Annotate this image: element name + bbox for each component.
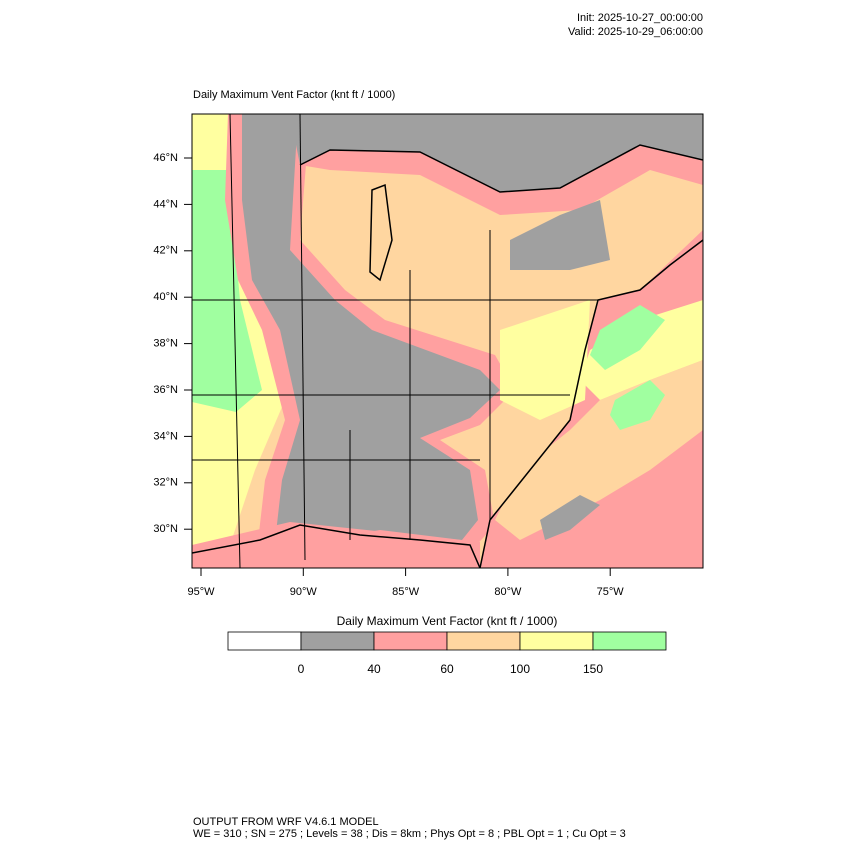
footer-line: WE = 310 ; SN = 275 ; Levels = 38 ; Dis … <box>193 828 626 840</box>
field-ny-gray <box>510 200 610 270</box>
field-ocean-green <box>610 380 665 430</box>
field-gray-band <box>242 114 500 568</box>
lon-label: 80°W <box>494 586 522 598</box>
field-canada-gray <box>290 114 703 192</box>
footer-line: OUTPUT FROM WRF V4.6.1 MODEL <box>193 816 379 828</box>
lat-label: 46°N <box>153 152 178 164</box>
lat-label: 32°N <box>153 477 178 489</box>
colorbar-segment <box>519 631 594 651</box>
lat-label: 34°N <box>153 430 178 442</box>
lat-label: 38°N <box>153 338 178 350</box>
colorbar-segment <box>300 631 375 651</box>
field-green <box>192 170 262 412</box>
lake-michigan <box>369 183 393 282</box>
lat-label: 30°N <box>153 523 178 535</box>
lat-label: 40°N <box>153 291 178 303</box>
colorbar: 0 40 60 100 150 <box>227 631 667 676</box>
gulf-coastline <box>192 524 481 568</box>
colorbar-segment <box>592 631 667 651</box>
init-time: Init: 2025-10-27_00:00:00 <box>577 12 703 24</box>
lat-label: 44°N <box>153 198 178 210</box>
field-gulf-pink <box>192 522 480 568</box>
map-title: Daily Maximum Vent Factor (knt ft / 1000… <box>193 89 395 101</box>
lon-label: 95°W <box>187 586 215 598</box>
field-lakes-pink <box>300 145 703 215</box>
field-ocean-gray <box>540 495 600 540</box>
colorbar-segment <box>227 631 302 651</box>
map-frame <box>191 113 704 569</box>
colorbar-tick-label: 40 <box>367 662 381 676</box>
colorbar-segment <box>373 631 448 651</box>
lon-label: 90°W <box>290 586 318 598</box>
border-line <box>299 144 703 193</box>
field-midatlantic-yellow <box>500 300 590 420</box>
state-lines <box>192 114 600 568</box>
field-ocean-yellow <box>580 300 703 400</box>
colorbar-tick-label: 60 <box>440 662 454 676</box>
colorbar-tick-label: 150 <box>583 662 603 676</box>
lon-label: 75°W <box>597 586 625 598</box>
lat-label: 36°N <box>153 384 178 396</box>
colorbar-title: Daily Maximum Vent Factor (knt ft / 1000… <box>337 614 558 628</box>
colorbar-tick-label: 100 <box>510 662 530 676</box>
lat-label: 42°N <box>153 245 178 257</box>
atlantic-coastline <box>479 239 703 568</box>
valid-time: Valid: 2025-10-29_06:00:00 <box>568 26 703 38</box>
lon-label: 85°W <box>392 586 420 598</box>
field-ocean-green <box>590 305 665 370</box>
colorbar-segment <box>446 631 521 651</box>
map <box>192 114 703 568</box>
colorbar-tick-label: 0 <box>298 662 305 676</box>
